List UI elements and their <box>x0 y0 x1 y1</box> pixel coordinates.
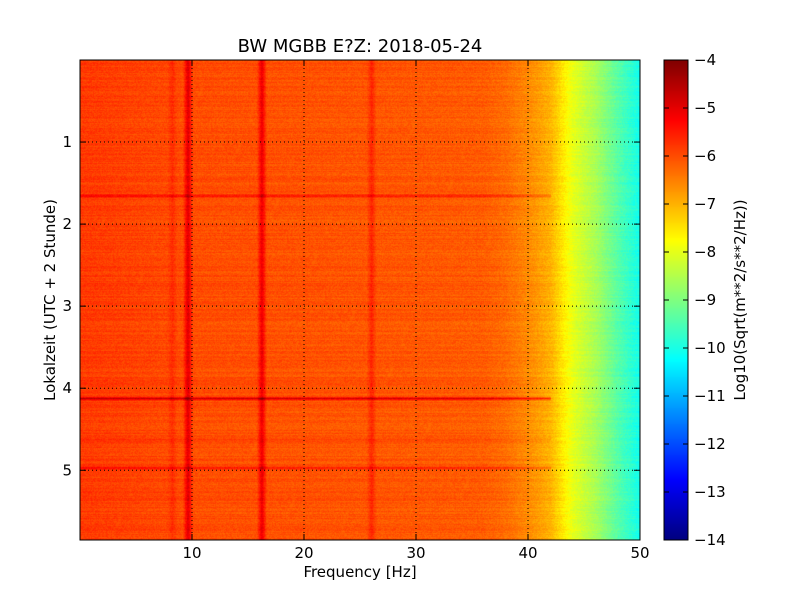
x-axis: 10 20 30 40 50 <box>182 60 650 562</box>
colorbar-ticks: −4 −5 −6 −7 −8 −9 −10 −11 −12 −13 −14 <box>664 51 726 549</box>
x-tick-label: 10 <box>182 544 201 562</box>
plot-frame <box>79 59 641 541</box>
colorbar-tick-label: −10 <box>694 339 726 357</box>
spectrogram-heatmap <box>80 60 640 540</box>
x-tick-label: 30 <box>406 544 425 562</box>
y-tick-label: 2 <box>62 215 72 233</box>
colorbar-label: Log10(Sqrt(m**2/s**2/Hz)) <box>731 199 749 400</box>
colorbar-tick-label: −14 <box>694 531 726 549</box>
colorbar: −4 −5 −6 −7 −8 −9 −10 −11 −12 −13 −14 <box>663 51 726 549</box>
spectrogram-plot-area <box>80 60 640 540</box>
colorbar-tick-label: −9 <box>694 291 716 309</box>
colorbar-tick-label: −12 <box>694 435 726 453</box>
y-tick-label: 3 <box>62 297 72 315</box>
y-tick-label: 1 <box>62 133 72 151</box>
colorbar-tick-label: −11 <box>694 387 726 405</box>
colorbar-tick-label: −5 <box>694 99 716 117</box>
colorbar-tick-label: −4 <box>694 51 716 69</box>
colorbar-tick-label: −8 <box>694 243 716 261</box>
colorbar-tick-label: −13 <box>694 483 726 501</box>
colorbar-tick-label: −7 <box>694 195 716 213</box>
colorbar-tick-label: −6 <box>694 147 716 165</box>
y-tick-label: 4 <box>62 379 72 397</box>
x-tick-label: 40 <box>518 544 537 562</box>
y-axis-label: Lokalzeit (UTC + 2 Stunde) <box>41 199 59 401</box>
x-tick-label: 20 <box>294 544 313 562</box>
x-tick-label: 50 <box>630 544 649 562</box>
y-axis: 1 2 3 4 5 <box>62 133 640 479</box>
chart-title: BW MGBB E?Z: 2018-05-24 <box>238 36 483 57</box>
x-axis-label: Frequency [Hz] <box>303 563 416 581</box>
y-tick-label: 5 <box>62 461 72 479</box>
grid-lines <box>80 60 640 540</box>
